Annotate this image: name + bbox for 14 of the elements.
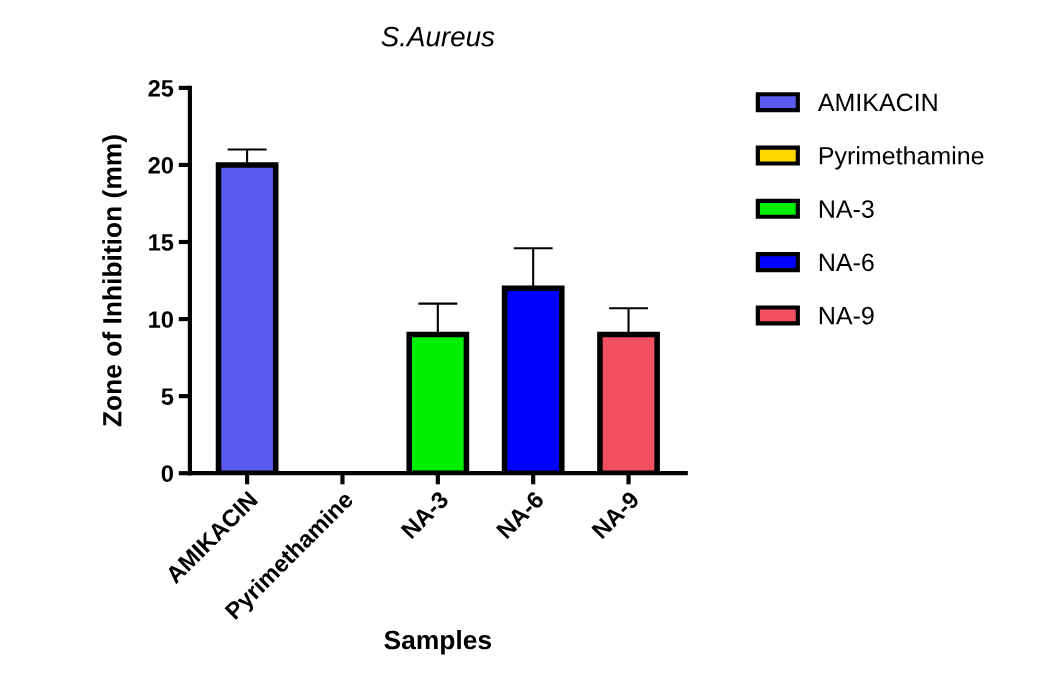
y-tick-label: 5	[161, 388, 174, 405]
legend-label: AMIKACIN	[817, 93, 937, 112]
y-tick-label: 0	[161, 465, 173, 482]
x-axis-title: Samples	[384, 629, 492, 655]
y-tick-label: 15	[149, 234, 174, 251]
legend-label: NA-6	[819, 253, 874, 272]
y-tick-label: 25	[148, 79, 174, 97]
chart-title: S.Aureus	[381, 26, 495, 47]
legend-label: Pyrimethamine	[819, 146, 984, 170]
y-axis-title: Zone of Inhibition (mm)	[102, 135, 127, 427]
legend-label: NA-3	[819, 200, 874, 218]
legend-label: NA-9	[819, 306, 874, 325]
y-tick-label: 10	[149, 311, 173, 328]
y-tick-label: 20	[148, 157, 173, 174]
